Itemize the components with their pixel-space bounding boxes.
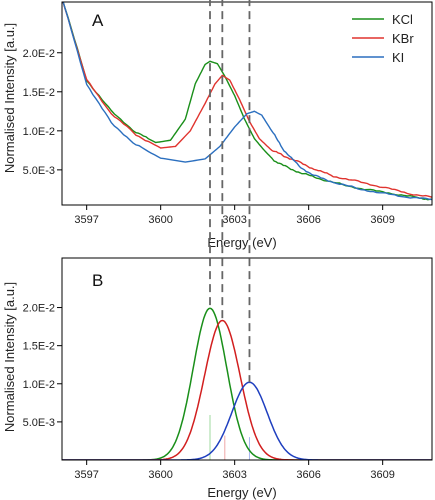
panel-a-line-kbr [62,2,432,198]
panel-a-x-tick-label: 3606 [296,214,320,226]
legend-label-ki: KI [392,50,404,65]
panel-a-y-tick-label: 1.5E-2 [23,87,55,99]
panel-a-x-tick-label: 3597 [74,214,98,226]
panel-b-x-tick-label: 3600 [148,469,172,481]
panel-a-x-tick-label: 3600 [148,214,172,226]
panel-a-line-ki [62,2,432,201]
panel-b-y-tick-label: 1.0E-2 [23,379,55,391]
legend-label-kcl: KCl [392,12,413,27]
panel-a: Normalised Intensity [a.u.] A 3597 3600 36… [2,1,433,250]
panel-a-y-tick-label: 5.0E-3 [23,165,55,177]
panel-b-x-tick-label: 3609 [370,469,394,481]
peak-guide-lines [209,0,251,383]
panel-b-x-tick-label: 3603 [222,469,246,481]
legend-label-kbr: KBr [392,31,414,46]
panel-b: Normalised Intensity [a.u.] B 3597 3600 36… [2,257,433,500]
panel-b-x-tick-label: 3606 [296,469,320,481]
panel-b-plot-area: 3597 3600 3603 3606 3609 5.0E-3 1.0E-2 1.5E-2 2.… [23,257,433,481]
panel-a-line-kcl [62,2,432,201]
panel-a-y-tick-label: 2.0E-2 [23,48,55,60]
panel-b-x-axis-label: Energy (eV) [207,485,276,500]
panel-a-x-tick-label: 3603 [222,214,246,226]
panel-b-line-kbr [62,319,432,460]
panel-b-y-tick-label: 2.0E-2 [23,303,55,315]
panel-b-y-tick-label: 1.5E-2 [23,341,55,353]
panel-a-y-axis-label: Normalised Intensity [a.u.] [2,23,17,173]
panel-b-y-axis-label: Normalised Intensity [a.u.] [2,282,17,432]
panel-a-legend: KCl KBr KI [352,12,414,65]
panel-a-x-tick-label: 3609 [370,214,394,226]
panel-b-series-group [62,307,432,460]
panel-b-x-tick-label: 3597 [74,469,98,481]
panel-a-x-axis-label: Energy (eV) [207,235,276,250]
panel-b-letter: B [92,271,103,290]
panel-a-frame [61,1,433,206]
panel-b-line-kcl [62,307,432,460]
panel-a-plot-area: 3597 3600 3603 3606 3609 5.0E-3 1.0E-2 1.5E-2 2.… [23,1,433,226]
panel-a-y-tick-label: 1.0E-2 [23,126,55,138]
panel-a-letter: A [92,11,104,30]
panel-b-line-ki [62,381,432,460]
panel-a-series-group [62,2,432,201]
panel-b-frame [61,257,433,461]
panel-b-y-tick-label: 5.0E-3 [23,417,55,429]
